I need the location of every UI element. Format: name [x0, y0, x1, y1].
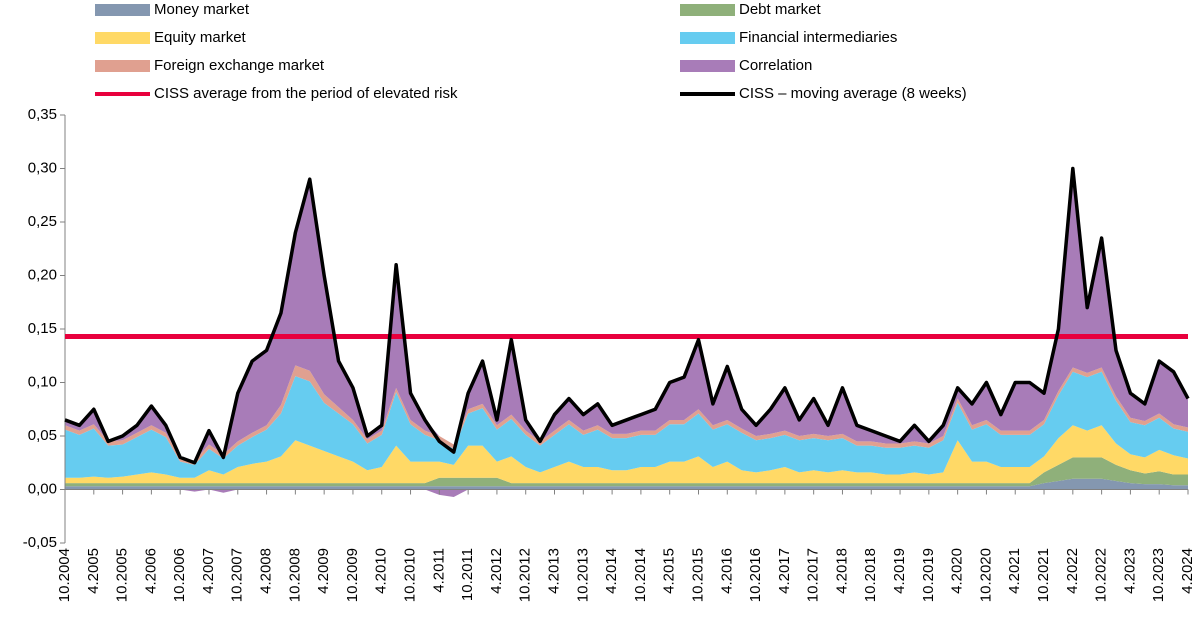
legend-swatch: [95, 60, 150, 72]
x-tick-label: 10.2020: [977, 548, 994, 602]
y-tick-label: -0,05: [23, 534, 57, 551]
x-tick-label: 4.2005: [85, 548, 102, 594]
legend-swatch: [95, 4, 150, 16]
x-tick-label: 4.2021: [1006, 548, 1023, 594]
x-tick-label: 4.2017: [776, 548, 793, 594]
x-tick-label: 10.2010: [402, 548, 419, 602]
area: [65, 168, 1188, 461]
x-tick-label: 10.2023: [1150, 548, 1167, 602]
legend-label: Financial intermediaries: [739, 29, 897, 46]
x-tick-label: 10.2016: [747, 548, 764, 602]
area: [65, 425, 1188, 484]
legend-swatch: [680, 60, 735, 72]
x-tick-label: 4.2019: [891, 548, 908, 594]
y-tick-label: 0,20: [28, 266, 57, 283]
area: [65, 371, 1188, 478]
x-tick-label: 4.2018: [833, 548, 850, 594]
legend-label: Foreign exchange market: [154, 57, 325, 74]
y-tick-label: 0,10: [28, 373, 57, 390]
x-tick-label: 4.2008: [258, 548, 275, 594]
x-tick-label: 4.2023: [1121, 548, 1138, 594]
x-tick-label: 10.2013: [574, 548, 591, 602]
x-tick-label: 10.2019: [920, 548, 937, 602]
x-tick-label: 4.2022: [1064, 548, 1081, 594]
y-tick-label: 0,15: [28, 320, 57, 337]
x-tick-label: 4.2014: [603, 548, 620, 594]
x-tick-label: 10.2005: [114, 548, 131, 602]
legend-label: Correlation: [739, 57, 812, 74]
legend-swatch: [95, 32, 150, 44]
x-tick-label: 4.2010: [373, 548, 390, 594]
area: [65, 457, 1188, 487]
legend-label: CISS – moving average (8 weeks): [739, 85, 967, 102]
x-tick-label: 10.2004: [56, 548, 73, 602]
area: [65, 478, 1188, 490]
y-tick-label: 0,05: [28, 427, 57, 444]
x-tick-label: 10.2009: [344, 548, 361, 602]
x-tick-label: 10.2011: [459, 548, 476, 601]
x-tick-label: 10.2007: [229, 548, 246, 602]
legend-label: Debt market: [739, 1, 822, 18]
y-tick-label: 0,25: [28, 213, 57, 230]
x-tick-label: 10.2021: [1035, 548, 1052, 602]
x-tick-label: 10.2015: [689, 548, 706, 602]
legend-label: Money market: [154, 1, 250, 18]
legend-label: CISS average from the period of elevated…: [154, 85, 458, 102]
x-tick-label: 4.2015: [661, 548, 678, 594]
legend-swatch: [680, 32, 735, 44]
y-tick-label: 0,00: [28, 480, 57, 497]
x-tick-label: 4.2007: [200, 548, 217, 594]
x-tick-label: 4.2006: [142, 548, 159, 594]
x-tick-label: 10.2017: [805, 548, 822, 602]
x-tick-label: 4.2012: [488, 548, 505, 594]
x-tick-label: 10.2008: [286, 548, 303, 602]
legend-swatch: [680, 4, 735, 16]
x-tick-label: 4.2020: [949, 548, 966, 594]
x-tick-label: 10.2022: [1093, 548, 1110, 602]
x-tick-label: 10.2006: [171, 548, 188, 602]
x-tick-label: 10.2018: [862, 548, 879, 602]
x-tick-label: 4.2016: [718, 548, 735, 594]
negative-area: [65, 489, 1188, 497]
x-tick-label: 4.2024: [1179, 548, 1196, 594]
x-tick-label: 10.2014: [632, 548, 649, 602]
legend-label: Equity market: [154, 29, 247, 46]
x-tick-label: 10.2012: [517, 548, 534, 602]
y-tick-label: 0,35: [28, 106, 57, 123]
y-tick-label: 0,30: [28, 159, 57, 176]
x-tick-label: 4.2009: [315, 548, 332, 594]
x-tick-label: 4.2011: [430, 548, 447, 593]
x-tick-label: 4.2013: [545, 548, 562, 594]
line: [64, 166, 1190, 465]
